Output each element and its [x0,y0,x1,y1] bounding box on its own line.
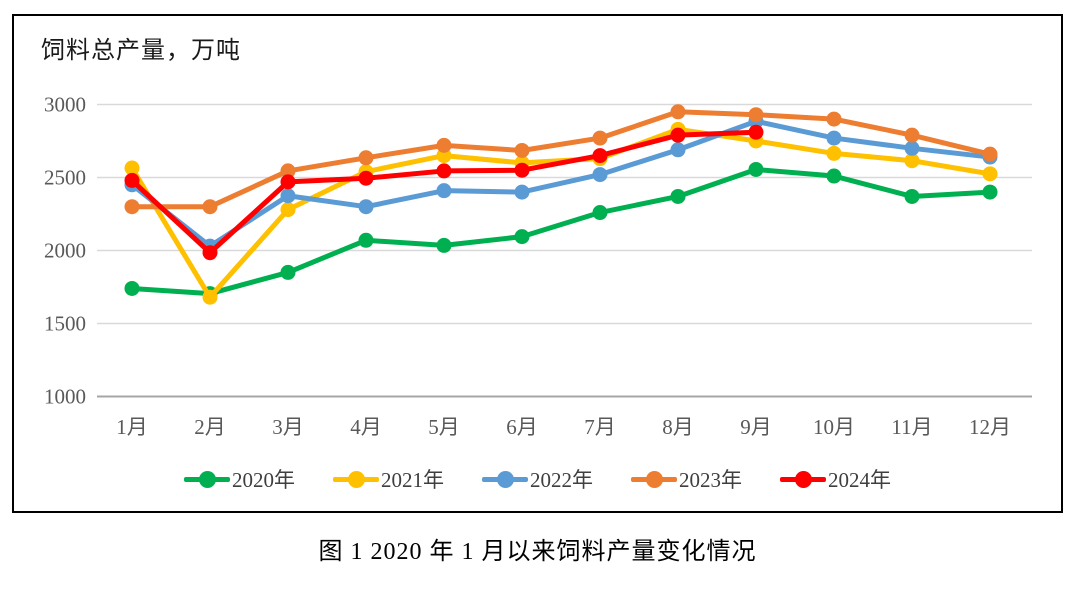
series-marker-2020年 [904,188,920,204]
legend-marker-icon [482,470,528,488]
series-marker-2023年 [436,137,452,153]
series-marker-2023年 [904,127,920,143]
series-marker-2023年 [358,150,374,166]
series-marker-2023年 [670,104,686,120]
x-tick-label: 11月 [891,415,932,439]
x-tick-label: 2月 [194,415,226,439]
x-tick-label: 5月 [428,415,460,439]
legend-item-2024年: 2024年 [780,464,891,494]
y-tick-label: 1500 [44,312,86,336]
legend-item-2021年: 2021年 [333,464,444,494]
series-marker-2020年 [436,237,452,253]
series-marker-2020年 [358,232,374,248]
legend-item-2023年: 2023年 [631,464,742,494]
legend-label: 2021年 [381,468,444,492]
legend-item-2020年: 2020年 [184,464,295,494]
series-marker-2023年 [748,107,764,123]
series-marker-2020年 [670,188,686,204]
series-line-2023年 [129,109,993,210]
series-marker-2021年 [982,166,998,182]
series-marker-2021年 [826,145,842,161]
series-marker-2023年 [514,142,530,158]
series-line-2022年 [129,118,993,249]
series-marker-2022年 [358,199,374,215]
x-tick-label: 12月 [969,415,1011,439]
series-marker-2022年 [436,183,452,199]
legend-dot-swatch [199,470,216,488]
line-chart-plot-area: 1000 1500 2000 2500 3000 1月 2月 3月 4月 5月 6月 7月 8月 9月 10… [44,93,1032,439]
series-marker-2022年 [670,142,686,158]
legend-label: 2022年 [530,468,593,492]
x-tick-label: 4月 [350,415,382,439]
chart-container: 饲料总产量，万吨 1000 1500 2000 2500 3000 1月 2月 3月 4月 5月 6… [12,14,1063,513]
series-marker-2020年 [826,168,842,184]
series-marker-2024年 [436,163,452,179]
series-marker-2020年 [280,264,296,280]
legend-marker-icon [780,470,826,488]
x-tick-label: 8月 [662,415,694,439]
x-tick-label: 10月 [813,415,855,439]
figure-caption: 图 1 2020 年 1 月以来饲料产量变化情况 [318,539,757,565]
y-tick-label: 2000 [44,239,86,263]
series-line-2020年 [129,166,993,297]
series-marker-2021年 [124,160,140,176]
legend-marker-icon [333,470,379,488]
series-marker-2024年 [124,172,140,188]
series-marker-2023年 [124,199,140,215]
y-tick-label: 1000 [44,385,86,409]
series-marker-2022年 [592,167,608,183]
x-tick-label: 9月 [740,415,772,439]
series-marker-2024年 [514,162,530,178]
legend-marker-icon [184,470,230,488]
series-marker-2024年 [202,245,218,261]
series-marker-2023年 [202,199,218,215]
series-marker-2021年 [904,153,920,169]
x-tick-label: 1月 [116,415,148,439]
chart-legend: 2020年 2021年 2022年 2023年 2024年 [14,464,1061,494]
chart-axis-title: 饲料总产量，万吨 [41,38,241,64]
legend-label: 2024年 [828,468,891,492]
legend-item-2022年: 2022年 [482,464,593,494]
series-marker-2022年 [280,188,296,204]
series-marker-2022年 [826,130,842,146]
x-tick-label: 7月 [584,415,616,439]
series-marker-2024年 [670,127,686,143]
series-marker-2021年 [280,202,296,218]
series-marker-2020年 [982,184,998,200]
legend-dot-swatch [348,470,365,488]
legend-marker-icon [631,470,677,488]
x-tick-label: 6月 [506,415,538,439]
series-marker-2022年 [514,184,530,200]
series-marker-2023年 [280,163,296,179]
series-marker-2020年 [748,161,764,177]
legend-dot-swatch [795,470,812,488]
x-tick-label: 3月 [272,415,304,439]
series-marker-2024年 [358,170,374,186]
legend-dot-swatch [646,470,663,488]
legend-dot-swatch [497,470,514,488]
y-tick-label: 3000 [44,93,86,117]
legend-label: 2020年 [232,468,295,492]
series-marker-2024年 [748,124,764,140]
series-marker-2020年 [514,229,530,245]
series-marker-2022年 [904,140,920,156]
series-marker-2023年 [982,146,998,162]
series-marker-2020年 [124,280,140,296]
series-marker-2023年 [826,111,842,127]
y-tick-label: 2500 [44,166,86,190]
legend-label: 2023年 [679,468,742,492]
series-marker-2024年 [280,174,296,190]
series-marker-2020年 [592,205,608,221]
series-marker-2021年 [202,289,218,305]
series-marker-2023年 [592,130,608,146]
series-marker-2024年 [592,148,608,164]
